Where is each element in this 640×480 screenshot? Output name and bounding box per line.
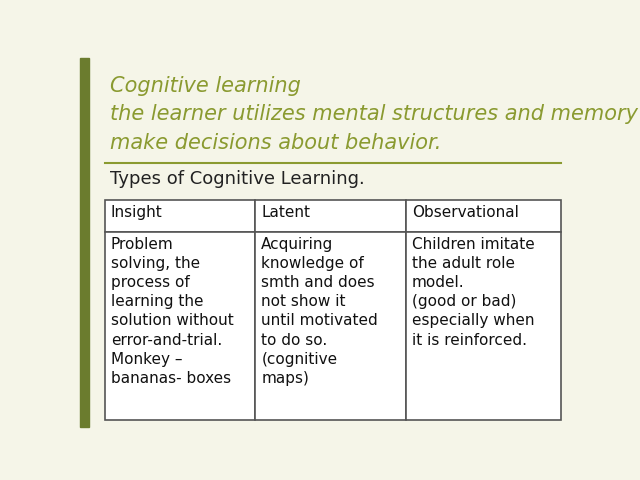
Text: the learner utilizes mental structures and memory to: the learner utilizes mental structures a… (110, 104, 640, 124)
FancyBboxPatch shape (406, 200, 561, 232)
Text: Cognitive learning: Cognitive learning (110, 76, 301, 96)
FancyBboxPatch shape (105, 232, 255, 420)
Text: Problem
solving, the
process of
learning the
solution without
error-and-trial.
M: Problem solving, the process of learning… (111, 237, 234, 386)
Text: Children imitate
the adult role
model.
(good or bad)
especially when
it is reinf: Children imitate the adult role model. (… (412, 237, 534, 348)
Text: make decisions about behavior.: make decisions about behavior. (110, 133, 441, 154)
Text: Types of Cognitive Learning.: Types of Cognitive Learning. (110, 170, 365, 188)
Text: Insight: Insight (111, 204, 163, 220)
FancyBboxPatch shape (255, 200, 406, 232)
Text: Observational: Observational (412, 204, 519, 220)
FancyBboxPatch shape (255, 232, 406, 420)
Text: Latent: Latent (261, 204, 310, 220)
FancyBboxPatch shape (406, 232, 561, 420)
FancyBboxPatch shape (105, 200, 255, 232)
FancyBboxPatch shape (80, 58, 89, 427)
Text: Acquiring
knowledge of
smth and does
not show it
until motivated
to do so.
(cogn: Acquiring knowledge of smth and does not… (261, 237, 378, 386)
